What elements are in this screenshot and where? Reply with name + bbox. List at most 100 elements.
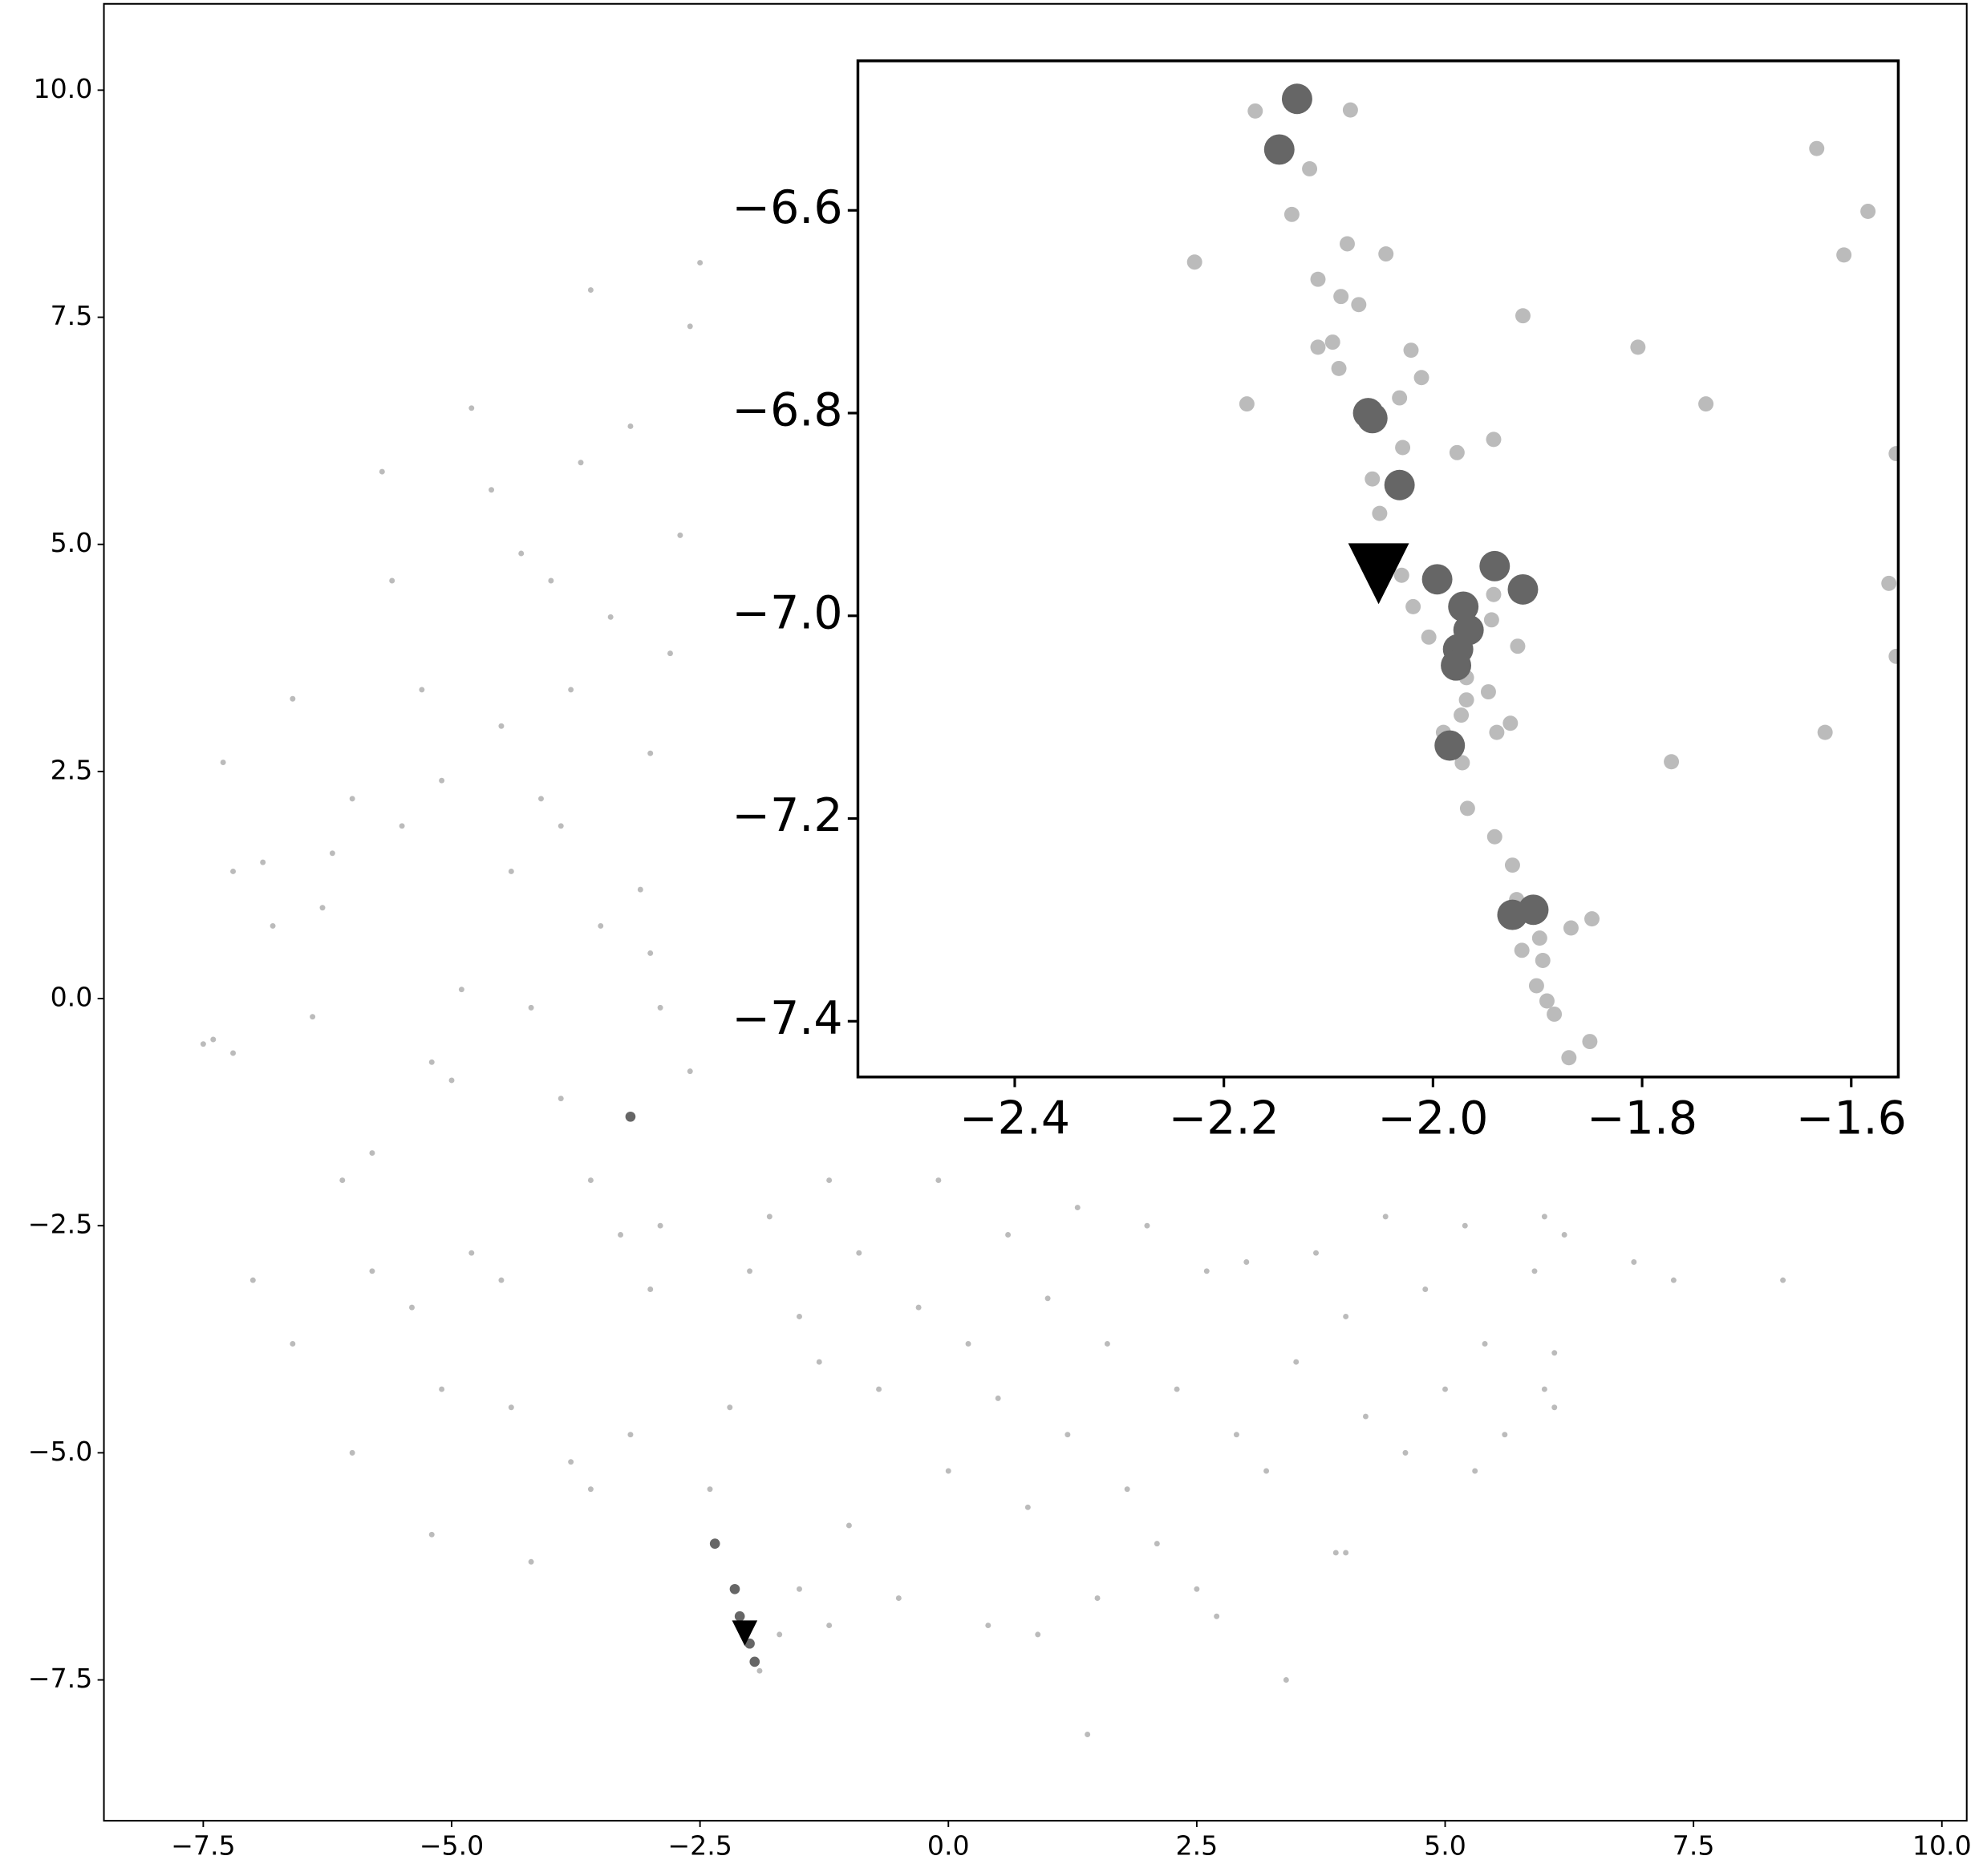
point <box>1482 1340 1488 1347</box>
point <box>729 1583 740 1594</box>
point <box>458 987 464 993</box>
point <box>1836 247 1852 263</box>
point <box>1421 564 1453 595</box>
point <box>568 1459 574 1465</box>
point <box>329 850 335 857</box>
point <box>1356 403 1388 434</box>
point <box>727 1404 733 1411</box>
point <box>1351 297 1367 313</box>
point <box>290 1340 296 1347</box>
point <box>1472 1468 1478 1474</box>
point <box>230 1050 237 1056</box>
point <box>220 760 226 766</box>
point <box>1331 360 1347 376</box>
y-tick-label: −7.5 <box>28 1663 93 1694</box>
point <box>945 1468 951 1474</box>
point <box>498 723 505 729</box>
point <box>1310 339 1326 355</box>
point <box>399 823 405 829</box>
point <box>587 1486 594 1493</box>
point <box>1035 1631 1041 1638</box>
point <box>1631 1259 1637 1265</box>
point <box>448 1077 455 1084</box>
point <box>498 1277 505 1283</box>
point <box>1454 707 1470 723</box>
point <box>1515 308 1531 324</box>
point <box>1005 1232 1012 1238</box>
point <box>1664 754 1680 770</box>
point <box>1454 755 1470 771</box>
point <box>1402 1449 1409 1456</box>
point <box>1044 1295 1051 1302</box>
point <box>1333 289 1349 305</box>
point <box>1449 444 1465 460</box>
point <box>1144 1222 1150 1229</box>
point <box>1817 724 1833 740</box>
point <box>518 550 525 557</box>
point <box>1504 857 1520 873</box>
y-tick-label: 10.0 <box>33 73 92 104</box>
y-tick-label: 2.5 <box>51 754 93 785</box>
point <box>1531 1268 1538 1274</box>
point <box>826 1623 833 1629</box>
point <box>1551 1404 1558 1411</box>
point <box>1124 1486 1130 1493</box>
point <box>1483 612 1499 628</box>
point <box>618 1232 624 1238</box>
point <box>1518 894 1549 926</box>
point <box>1860 204 1876 220</box>
point <box>797 1586 802 1592</box>
point <box>1403 342 1419 359</box>
point <box>1393 567 1409 583</box>
point <box>1085 1732 1091 1737</box>
x-tick-label: −2.2 <box>1169 1092 1279 1145</box>
point <box>1174 1386 1180 1392</box>
point <box>1343 1550 1349 1556</box>
point <box>1888 446 1899 462</box>
point <box>1881 575 1897 591</box>
point <box>369 1150 375 1157</box>
point <box>687 323 693 330</box>
axes-frame <box>103 2 1968 1822</box>
point <box>468 1250 475 1256</box>
y-tick-label: 5.0 <box>51 527 93 558</box>
axes-frame <box>856 59 1900 1079</box>
x-tick-label: −2.4 <box>959 1092 1070 1145</box>
x-tick-label: 7.5 <box>1673 1829 1715 1861</box>
x-tick-label: 10.0 <box>1912 1829 1972 1861</box>
point <box>647 750 654 756</box>
point <box>1074 1205 1081 1211</box>
point <box>558 823 564 829</box>
point <box>1395 440 1411 456</box>
point <box>1582 1034 1598 1050</box>
y-tick-label: −7.2 <box>732 789 842 842</box>
point <box>389 577 395 584</box>
point <box>538 796 544 802</box>
point <box>1480 684 1496 700</box>
point <box>1239 396 1255 412</box>
point <box>756 1667 763 1674</box>
point <box>687 1068 693 1075</box>
point <box>408 1304 415 1311</box>
point <box>598 922 604 929</box>
point <box>657 1004 663 1011</box>
plot-1: −2.4 −2.2 −2.0 −1.8 −1.6 −6.6 −6.8 −7.0 −7.2 −7.4 <box>709 5 1966 1156</box>
point <box>1502 1432 1508 1438</box>
point <box>856 1250 862 1256</box>
point <box>826 1177 833 1184</box>
point <box>1342 102 1358 118</box>
point <box>528 1004 534 1011</box>
point <box>1489 724 1505 740</box>
point <box>508 1404 514 1411</box>
point <box>428 1059 435 1065</box>
point <box>1247 103 1263 119</box>
point <box>734 1611 745 1622</box>
point <box>935 1177 942 1184</box>
point <box>349 796 355 802</box>
point <box>578 460 584 466</box>
y-tick-label: −7.0 <box>732 586 842 639</box>
point <box>1541 1386 1547 1392</box>
x-tick-label: −2.5 <box>667 1829 732 1861</box>
point <box>1462 1222 1468 1229</box>
point <box>744 1638 755 1649</box>
